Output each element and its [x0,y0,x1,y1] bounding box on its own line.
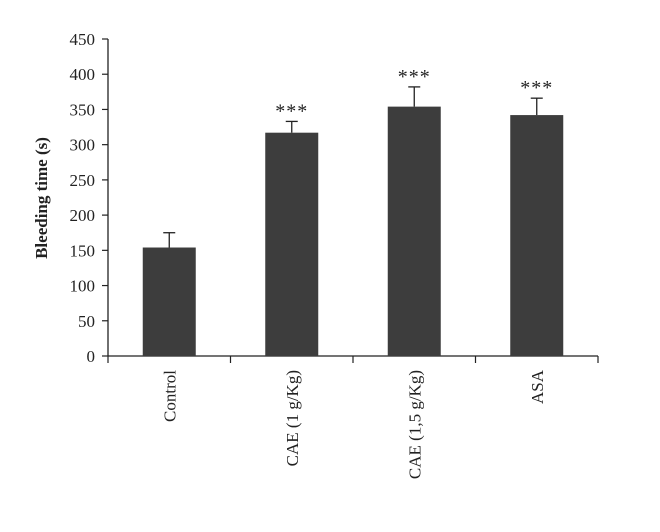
error-bars [163,86,543,248]
y-tick-label: 50 [78,312,95,331]
y-tick-label: 300 [70,136,96,155]
bar [265,132,319,356]
y-tick-label: 400 [70,65,96,84]
y-tick-label: 0 [87,347,96,366]
significance-label: *** [275,100,308,122]
significance-annotations: *** *** *** [275,66,553,123]
y-axis-label: Bleeding time (s) [32,137,51,259]
y-tick-label: 450 [70,30,96,49]
y-tick-label: 150 [70,241,96,260]
y-tick-label: 350 [70,100,96,119]
category-label: ASA [528,369,547,404]
category-label: CAE (1 g/Kg) [283,370,302,466]
bar [387,106,441,356]
y-tick-label: 200 [70,206,96,225]
bar [510,115,564,356]
y-tick-label: 250 [70,171,96,190]
category-label: Control [160,370,179,422]
y-ticks: 0 50 100 150 200 250 300 350 400 450 [70,30,108,366]
significance-label: *** [520,77,553,99]
category-labels: Control CAE (1 g/Kg) CAE (1,5 g/Kg) ASA [160,369,547,479]
bar [142,247,196,356]
category-label: CAE (1,5 g/Kg) [405,370,424,479]
significance-label: *** [398,66,431,88]
bars [142,106,564,356]
y-tick-label: 100 [70,277,96,296]
